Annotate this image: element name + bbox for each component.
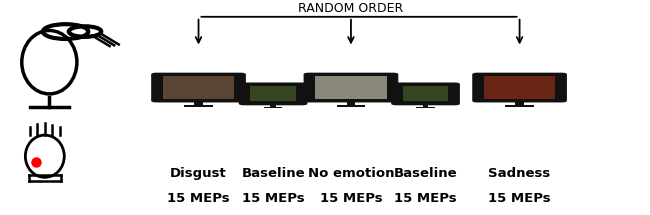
Text: RANDOM ORDER: RANDOM ORDER xyxy=(298,2,404,15)
Bar xyxy=(403,86,448,101)
Bar xyxy=(163,77,234,99)
Bar xyxy=(417,107,435,108)
Bar xyxy=(337,105,365,107)
Bar xyxy=(270,104,276,107)
Text: Disgust: Disgust xyxy=(170,167,227,180)
Text: Baseline: Baseline xyxy=(241,167,305,180)
Bar xyxy=(250,86,296,101)
Bar xyxy=(264,107,282,108)
Bar xyxy=(515,101,524,105)
Bar xyxy=(505,105,534,107)
FancyBboxPatch shape xyxy=(151,73,246,103)
Text: 15 MEPs: 15 MEPs xyxy=(488,192,551,205)
Text: Sadness: Sadness xyxy=(488,167,551,180)
FancyBboxPatch shape xyxy=(239,83,307,105)
Text: Baseline: Baseline xyxy=(394,167,458,180)
Bar xyxy=(194,101,203,105)
Bar xyxy=(484,77,555,99)
Text: 15 MEPs: 15 MEPs xyxy=(320,192,382,205)
FancyBboxPatch shape xyxy=(391,83,460,105)
Text: No emotion: No emotion xyxy=(307,167,394,180)
Bar xyxy=(184,105,213,107)
Text: 15 MEPs: 15 MEPs xyxy=(394,192,457,205)
Text: 15 MEPs: 15 MEPs xyxy=(167,192,230,205)
Bar xyxy=(422,104,428,107)
Bar xyxy=(346,101,356,105)
FancyBboxPatch shape xyxy=(473,73,567,103)
Bar xyxy=(315,77,387,99)
FancyBboxPatch shape xyxy=(304,73,398,103)
Text: 15 MEPs: 15 MEPs xyxy=(242,192,304,205)
